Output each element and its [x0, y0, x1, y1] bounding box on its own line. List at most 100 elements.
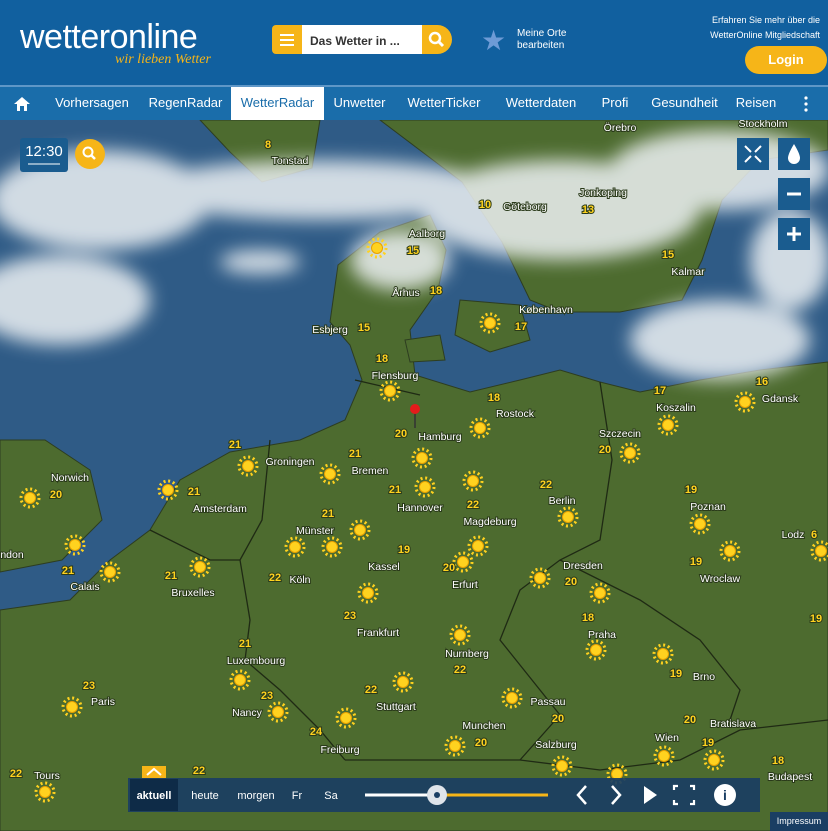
sun-rays: [284, 536, 306, 558]
sun: [326, 541, 338, 553]
city-label: Stockholm: [738, 120, 787, 130]
sun-rays: [379, 380, 401, 402]
temperature: 20: [395, 428, 407, 440]
collapse-button[interactable]: [737, 138, 769, 170]
sun-rays: [703, 749, 725, 771]
temperature: 22: [365, 684, 377, 696]
sun: [708, 754, 720, 766]
nav-item[interactable]: Wetterdaten: [505, 95, 577, 110]
timeline-tab[interactable]: Sa: [324, 790, 338, 802]
nav-item[interactable]: Reisen: [735, 95, 777, 110]
temperature: 21: [322, 508, 334, 520]
search-button[interactable]: [422, 25, 452, 54]
next-button[interactable]: [611, 785, 622, 805]
sun: [340, 712, 352, 724]
city-label: Poznan: [690, 501, 726, 513]
sun-rays: [529, 567, 551, 589]
city-label: Hamburg: [418, 431, 461, 443]
sun-rays: [652, 643, 674, 665]
sun: [454, 629, 466, 641]
temperature: 15: [407, 245, 419, 257]
prev-button[interactable]: [576, 785, 587, 805]
city-label: Wien: [655, 732, 679, 744]
city-label: Erfurt: [452, 579, 478, 591]
temperature: 21: [62, 565, 74, 577]
city-label: Kassel: [368, 561, 400, 573]
nav-item[interactable]: Gesundheit: [651, 95, 718, 110]
city-label: Norwich: [51, 472, 89, 484]
city-label: Kalmar: [671, 266, 705, 278]
radar-map[interactable]: Tonstad Örebro Stockholm Göteborg Jonkoping K…: [0, 120, 828, 831]
temperature: 20: [599, 444, 611, 456]
sun-rays: [734, 391, 756, 413]
sun: [24, 492, 36, 504]
timeline-tab[interactable]: morgen: [237, 790, 274, 802]
membership-link[interactable]: Erfahren Sie mehr über die WetterOnline M…: [710, 13, 820, 43]
sun: [590, 644, 602, 656]
timeline-tab[interactable]: heute: [191, 790, 219, 802]
login-button[interactable]: Login: [745, 46, 827, 74]
my-places-line: bearbeiten: [517, 40, 565, 51]
sun: [324, 468, 336, 480]
play-button[interactable]: [644, 786, 657, 804]
temperature: 22: [269, 572, 281, 584]
my-places[interactable]: Meine Orte bearbeiten: [517, 28, 566, 52]
city-label: Köln: [289, 574, 310, 586]
city-label: Paris: [91, 696, 115, 708]
nav-item[interactable]: WetterTicker: [407, 95, 481, 110]
sun-rays: [551, 755, 573, 777]
logo[interactable]: wetteronline: [20, 18, 198, 56]
sun-rays: [319, 463, 341, 485]
sun: [472, 540, 484, 552]
sun: [449, 740, 461, 752]
search-input[interactable]: Das Wetter in ...: [302, 25, 422, 54]
sun-rays: [321, 536, 343, 558]
temperature: 8: [265, 139, 271, 151]
sun: [289, 541, 301, 553]
temperature: 20: [443, 562, 455, 574]
my-places-line: Meine Orte: [517, 28, 567, 39]
temperature: 22: [467, 499, 479, 511]
sun-rays: [366, 237, 388, 259]
city-label: Bremen: [352, 465, 389, 477]
sun-rays: [392, 671, 414, 693]
sun-rays: [414, 476, 436, 498]
city-label: Örebro: [604, 122, 637, 134]
temperature: 15: [662, 249, 674, 261]
city-label: Amsterdam: [193, 503, 247, 515]
more-icon[interactable]: [800, 95, 812, 113]
nav-item[interactable]: Profi: [601, 95, 629, 110]
city-label: Jonkoping: [579, 187, 627, 199]
temperature: 19: [810, 613, 822, 625]
temperature: 18: [430, 285, 442, 297]
city-label: Budapest: [768, 771, 812, 783]
nav-item[interactable]: Unwetter: [333, 95, 386, 110]
temperature: 13: [582, 204, 594, 216]
nav-item[interactable]: RegenRadar: [148, 95, 223, 110]
city-label: Berlin: [549, 495, 576, 507]
sun: [371, 242, 383, 254]
menu-button[interactable]: [272, 25, 302, 54]
temperature: 20: [565, 576, 577, 588]
info-button[interactable]: [714, 784, 736, 806]
star-icon[interactable]: ★: [481, 25, 507, 56]
sun-rays: [229, 669, 251, 691]
city-label: Koszalin: [656, 402, 696, 414]
sun: [694, 518, 706, 530]
sun-rays: [557, 506, 579, 528]
temperature: 17: [654, 385, 666, 397]
sun: [474, 422, 486, 434]
city-label: ndon: [0, 549, 24, 561]
nav-item[interactable]: WetterRadar: [231, 87, 324, 120]
fullscreen-button[interactable]: [672, 784, 696, 806]
timeline-tab[interactable]: aktuell: [137, 790, 172, 802]
city-label: Münster: [296, 525, 334, 537]
nav-bar: Vorhersagen RegenRadar WetterRadar Unwetter…: [0, 85, 828, 120]
map-search[interactable]: [75, 139, 105, 169]
city-label: Szczecin: [599, 428, 641, 440]
nav-item[interactable]: Vorhersagen: [55, 95, 129, 110]
imprint-box[interactable]: [770, 812, 828, 831]
home-icon[interactable]: [12, 95, 32, 113]
city-label: Flensburg: [372, 370, 419, 382]
timeline-tab[interactable]: Fr: [292, 790, 303, 802]
